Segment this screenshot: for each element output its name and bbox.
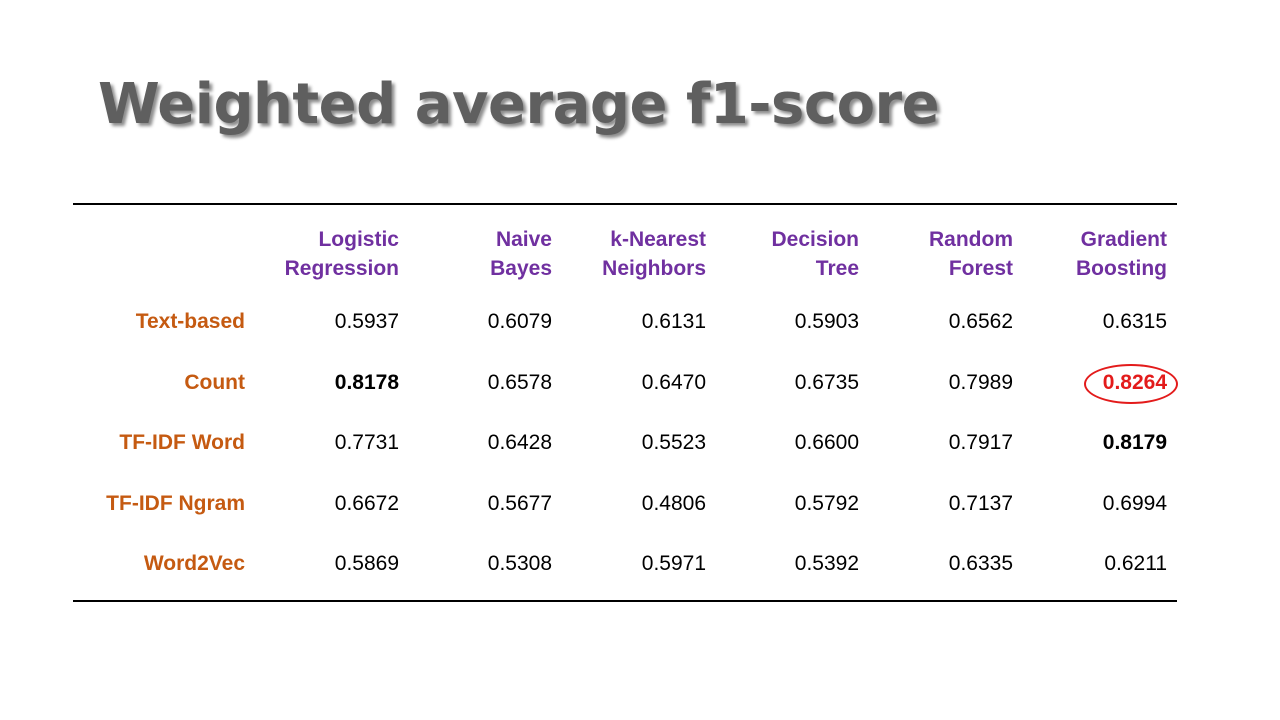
table-cell: 0.6211 <box>1104 552 1167 575</box>
column-header-decision-tree: Decision Tree <box>771 225 859 283</box>
table-row-word2vec: Word2Vec 0.5869 0.5308 0.5971 0.5392 0.6… <box>73 539 1177 600</box>
table-row-tfidf-ngram: TF-IDF Ngram 0.6672 0.5677 0.4806 0.5792… <box>73 479 1177 540</box>
table-cell: 0.7731 <box>334 431 399 454</box>
column-header-line: Decision <box>771 228 859 251</box>
table-cell: 0.5792 <box>794 491 859 515</box>
table-header-row: Logistic Regression Naive Bayes k-Neares… <box>73 205 1177 297</box>
column-header-k-nearest-neighbors: k-Nearest Neighbors <box>602 225 706 283</box>
table-cell: 0.6562 <box>948 310 1013 333</box>
row-label: Word2Vec <box>143 552 245 575</box>
row-label: TF-IDF Word <box>119 431 245 454</box>
table-top-rule <box>73 203 1177 205</box>
table-cell: 0.5869 <box>334 552 399 575</box>
table-cell-best-gradient: 0.8179 <box>1102 431 1167 454</box>
row-label: Count <box>184 370 245 394</box>
table-cell: 0.5971 <box>641 552 706 575</box>
table-row-tfidf-word: TF-IDF Word 0.7731 0.6428 0.5523 0.6600 … <box>73 418 1177 479</box>
table-cell: 0.6131 <box>641 310 706 333</box>
table-cell: 0.5523 <box>641 431 706 454</box>
row-label: TF-IDF Ngram <box>106 491 245 515</box>
table-row-text-based: Text-based 0.5937 0.6079 0.6131 0.5903 0… <box>73 297 1177 358</box>
column-header-random-forest: Random Forest <box>929 225 1013 283</box>
column-header-line: Bayes <box>490 257 552 280</box>
column-header-line: Forest <box>948 257 1013 280</box>
column-header-line: Neighbors <box>602 257 706 280</box>
table-cell: 0.6079 <box>487 310 552 333</box>
column-header-line: Boosting <box>1076 257 1167 280</box>
table-cell: 0.5308 <box>487 552 552 575</box>
table-cell: 0.7917 <box>948 431 1013 454</box>
table-row-count: Count 0.8178 0.6578 0.6470 0.6735 0.7989… <box>73 358 1178 419</box>
column-header-line: Regression <box>284 257 399 280</box>
table-cell: 0.6994 <box>1102 491 1167 515</box>
table-cell: 0.5677 <box>487 491 552 515</box>
table-cell-overall-best: 0.8264 <box>1084 363 1178 404</box>
column-header-line: k-Nearest <box>610 228 706 251</box>
table-cell: 0.7989 <box>948 370 1013 394</box>
column-header-line: Random <box>929 228 1013 251</box>
table-cell: 0.6578 <box>487 370 552 394</box>
column-header-gradient-boosting: Gradient Boosting <box>1076 225 1167 283</box>
table-cell: 0.6600 <box>794 431 859 454</box>
column-header-naive-bayes: Naive Bayes <box>490 225 552 283</box>
table-cell: 0.7137 <box>948 491 1013 515</box>
slide-title: Weighted average f1-score <box>98 72 940 137</box>
table-cell: 0.6315 <box>1102 310 1167 333</box>
table-cell: 0.6470 <box>641 370 706 394</box>
table-bottom-rule <box>73 600 1177 602</box>
table-cell: 0.5392 <box>794 552 859 575</box>
row-label: Text-based <box>135 310 245 333</box>
table-cell: 0.4806 <box>641 491 706 515</box>
table-cell: 0.6735 <box>794 370 859 394</box>
column-header-line: Tree <box>815 257 859 280</box>
table-cell-best-logistic: 0.8178 <box>334 370 399 394</box>
table-cell: 0.6428 <box>487 431 552 454</box>
column-header-line: Naive <box>495 228 552 251</box>
table-cell: 0.6335 <box>948 552 1013 575</box>
table-cell: 0.6672 <box>334 491 399 515</box>
f1-score-table: Logistic Regression Naive Bayes k-Neares… <box>73 205 1178 600</box>
column-header-line: Logistic <box>318 228 399 251</box>
column-header-logistic-regression: Logistic Regression <box>285 225 399 283</box>
column-header-line: Gradient <box>1080 228 1167 251</box>
table-cell: 0.5937 <box>334 310 399 333</box>
highlight-circle <box>1084 363 1178 404</box>
table-cell: 0.5903 <box>794 310 859 333</box>
